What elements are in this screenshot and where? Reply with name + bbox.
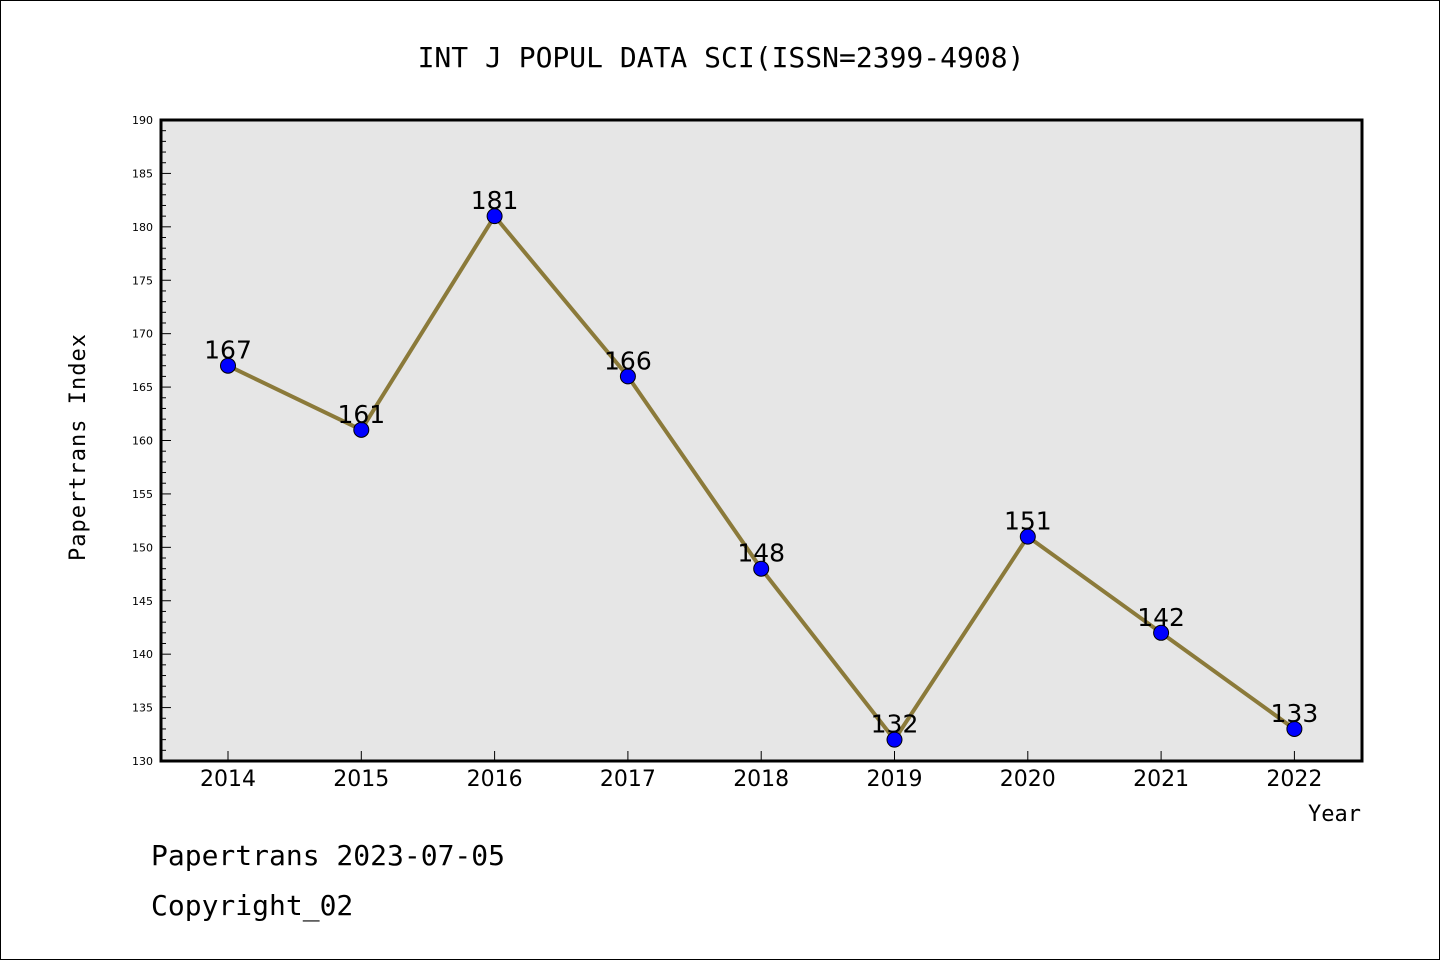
data-point [753,560,770,577]
plot-border [159,118,1364,763]
y-tick-label: 135 [132,702,153,715]
y-tick-label: 190 [132,114,153,127]
y-tick-label: 185 [132,167,153,180]
data-point [486,208,503,225]
data-point [353,421,370,438]
data-label: 142 [1137,603,1185,632]
x-tick-label: 2017 [600,767,656,792]
x-tick-label: 2016 [467,767,523,792]
y-tick-label: 170 [132,328,153,341]
y-tick-label: 165 [132,381,153,394]
data-label: 133 [1271,699,1319,728]
data-point [220,357,236,374]
x-tick-label: 2019 [867,767,923,792]
x-axis-label: Year [1308,802,1361,827]
data-label: 151 [1004,507,1052,536]
data-points [220,208,1303,748]
x-tick-label: 2014 [200,767,256,792]
data-point [886,731,903,748]
footer-date: Papertrans 2023-07-05 [151,839,505,872]
chart-title: INT J POPUL DATA SCI(ISSN=2399-4908) [418,41,1025,74]
x-tick-label: 2018 [733,767,789,792]
x-tick-label: 2020 [1000,767,1056,792]
data-labels: 167 161 181 166 148 132 151 142 133 [204,186,1318,738]
y-axis-label: Papertrans Index [66,333,91,561]
data-label: 167 [204,336,252,365]
x-tick-label: 2022 [1266,767,1322,792]
data-label: 166 [604,346,652,375]
data-label: 132 [871,710,919,739]
x-tick-label: 2021 [1133,767,1189,792]
y-tick-label: 130 [132,755,153,768]
data-label: 181 [471,186,519,215]
data-label: 161 [337,400,385,429]
y-tick-label: 180 [132,221,153,234]
y-tick-label: 155 [132,488,153,501]
y-axis-ticks: 130 135 140 145 150 155 160 165 170 175 180 185 190 [132,114,171,768]
y-tick-label: 175 [132,274,153,287]
y-tick-label: 140 [132,648,153,661]
x-tick-label: 2015 [333,767,389,792]
data-point [1019,528,1036,545]
plot-area [161,120,1362,761]
y-tick-label: 145 [132,595,153,608]
y-tick-label: 150 [132,541,153,554]
data-point [1286,720,1303,737]
y-tick-label: 160 [132,435,153,448]
data-point [619,368,636,385]
x-axis-ticks: 2014 2015 2016 2017 2018 2019 2020 2021 2022 [200,751,1322,792]
data-point [1153,624,1170,641]
data-label: 148 [737,539,785,568]
footer-copyright: Copyright_02 [151,889,353,923]
